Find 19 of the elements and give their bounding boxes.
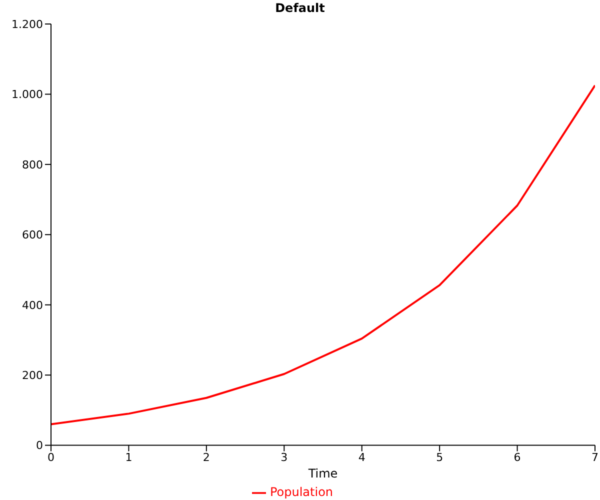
- y-tick-label: 400: [22, 298, 43, 312]
- x-tick-label: 0: [48, 451, 54, 464]
- y-tick-label: 200: [22, 368, 43, 382]
- y-tick-label: 800: [22, 158, 43, 172]
- x-tick-label: 1: [125, 451, 132, 464]
- x-tick-label: 4: [358, 451, 366, 464]
- chart-title: Default: [274, 0, 326, 16]
- x-tick-label: 5: [436, 451, 444, 464]
- x-tick-label: 7: [592, 451, 598, 464]
- x-tick-label: 3: [280, 451, 288, 464]
- y-tick-label: 1.200: [12, 18, 43, 31]
- x-tick-label: 6: [514, 451, 521, 464]
- x-axis-title: Time: [307, 466, 338, 480]
- y-tick-label: 0: [36, 439, 43, 452]
- x-tick-label: 2: [202, 451, 210, 464]
- y-tick-label: 1.000: [12, 88, 43, 102]
- y-tick-label: 600: [22, 228, 43, 242]
- line-series: [51, 84, 595, 426]
- legend-label: Population: [270, 485, 334, 500]
